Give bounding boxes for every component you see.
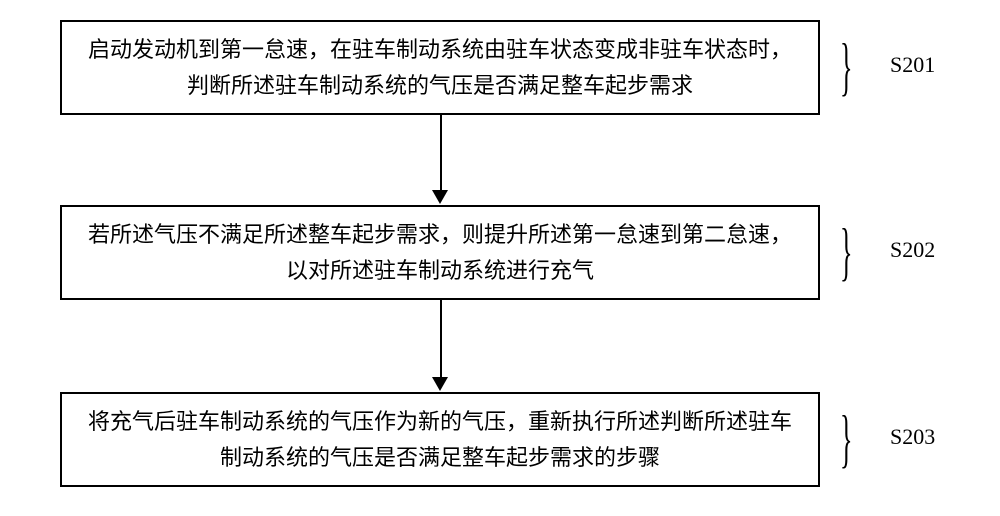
step-text-s202: 若所述气压不满足所述整车起步需求，则提升所述第一怠速到第二怠速，以对所述驻车制动…	[82, 217, 798, 287]
step-box-s202: 若所述气压不满足所述整车起步需求，则提升所述第一怠速到第二怠速，以对所述驻车制动…	[60, 205, 820, 300]
arrow-head-1	[432, 190, 448, 204]
step-box-s203: 将充气后驻车制动系统的气压作为新的气压，重新执行所述判断所述驻车制动系统的气压是…	[60, 392, 820, 487]
step-bracket-s203: }	[840, 403, 852, 478]
step-bracket-s202: }	[840, 216, 852, 291]
arrow-line-1	[440, 115, 442, 193]
step-label-s202: S202	[890, 237, 935, 263]
arrow-line-2	[440, 300, 442, 380]
arrow-head-2	[432, 377, 448, 391]
step-label-s203: S203	[890, 424, 935, 450]
step-text-s203: 将充气后驻车制动系统的气压作为新的气压，重新执行所述判断所述驻车制动系统的气压是…	[82, 404, 798, 474]
step-label-s201: S201	[890, 52, 935, 78]
step-text-s201: 启动发动机到第一怠速，在驻车制动系统由驻车状态变成非驻车状态时，判断所述驻车制动…	[82, 32, 798, 102]
step-box-s201: 启动发动机到第一怠速，在驻车制动系统由驻车状态变成非驻车状态时，判断所述驻车制动…	[60, 20, 820, 115]
flowchart-container: 启动发动机到第一怠速，在驻车制动系统由驻车状态变成非驻车状态时，判断所述驻车制动…	[0, 0, 1000, 516]
step-bracket-s201: }	[840, 31, 852, 106]
